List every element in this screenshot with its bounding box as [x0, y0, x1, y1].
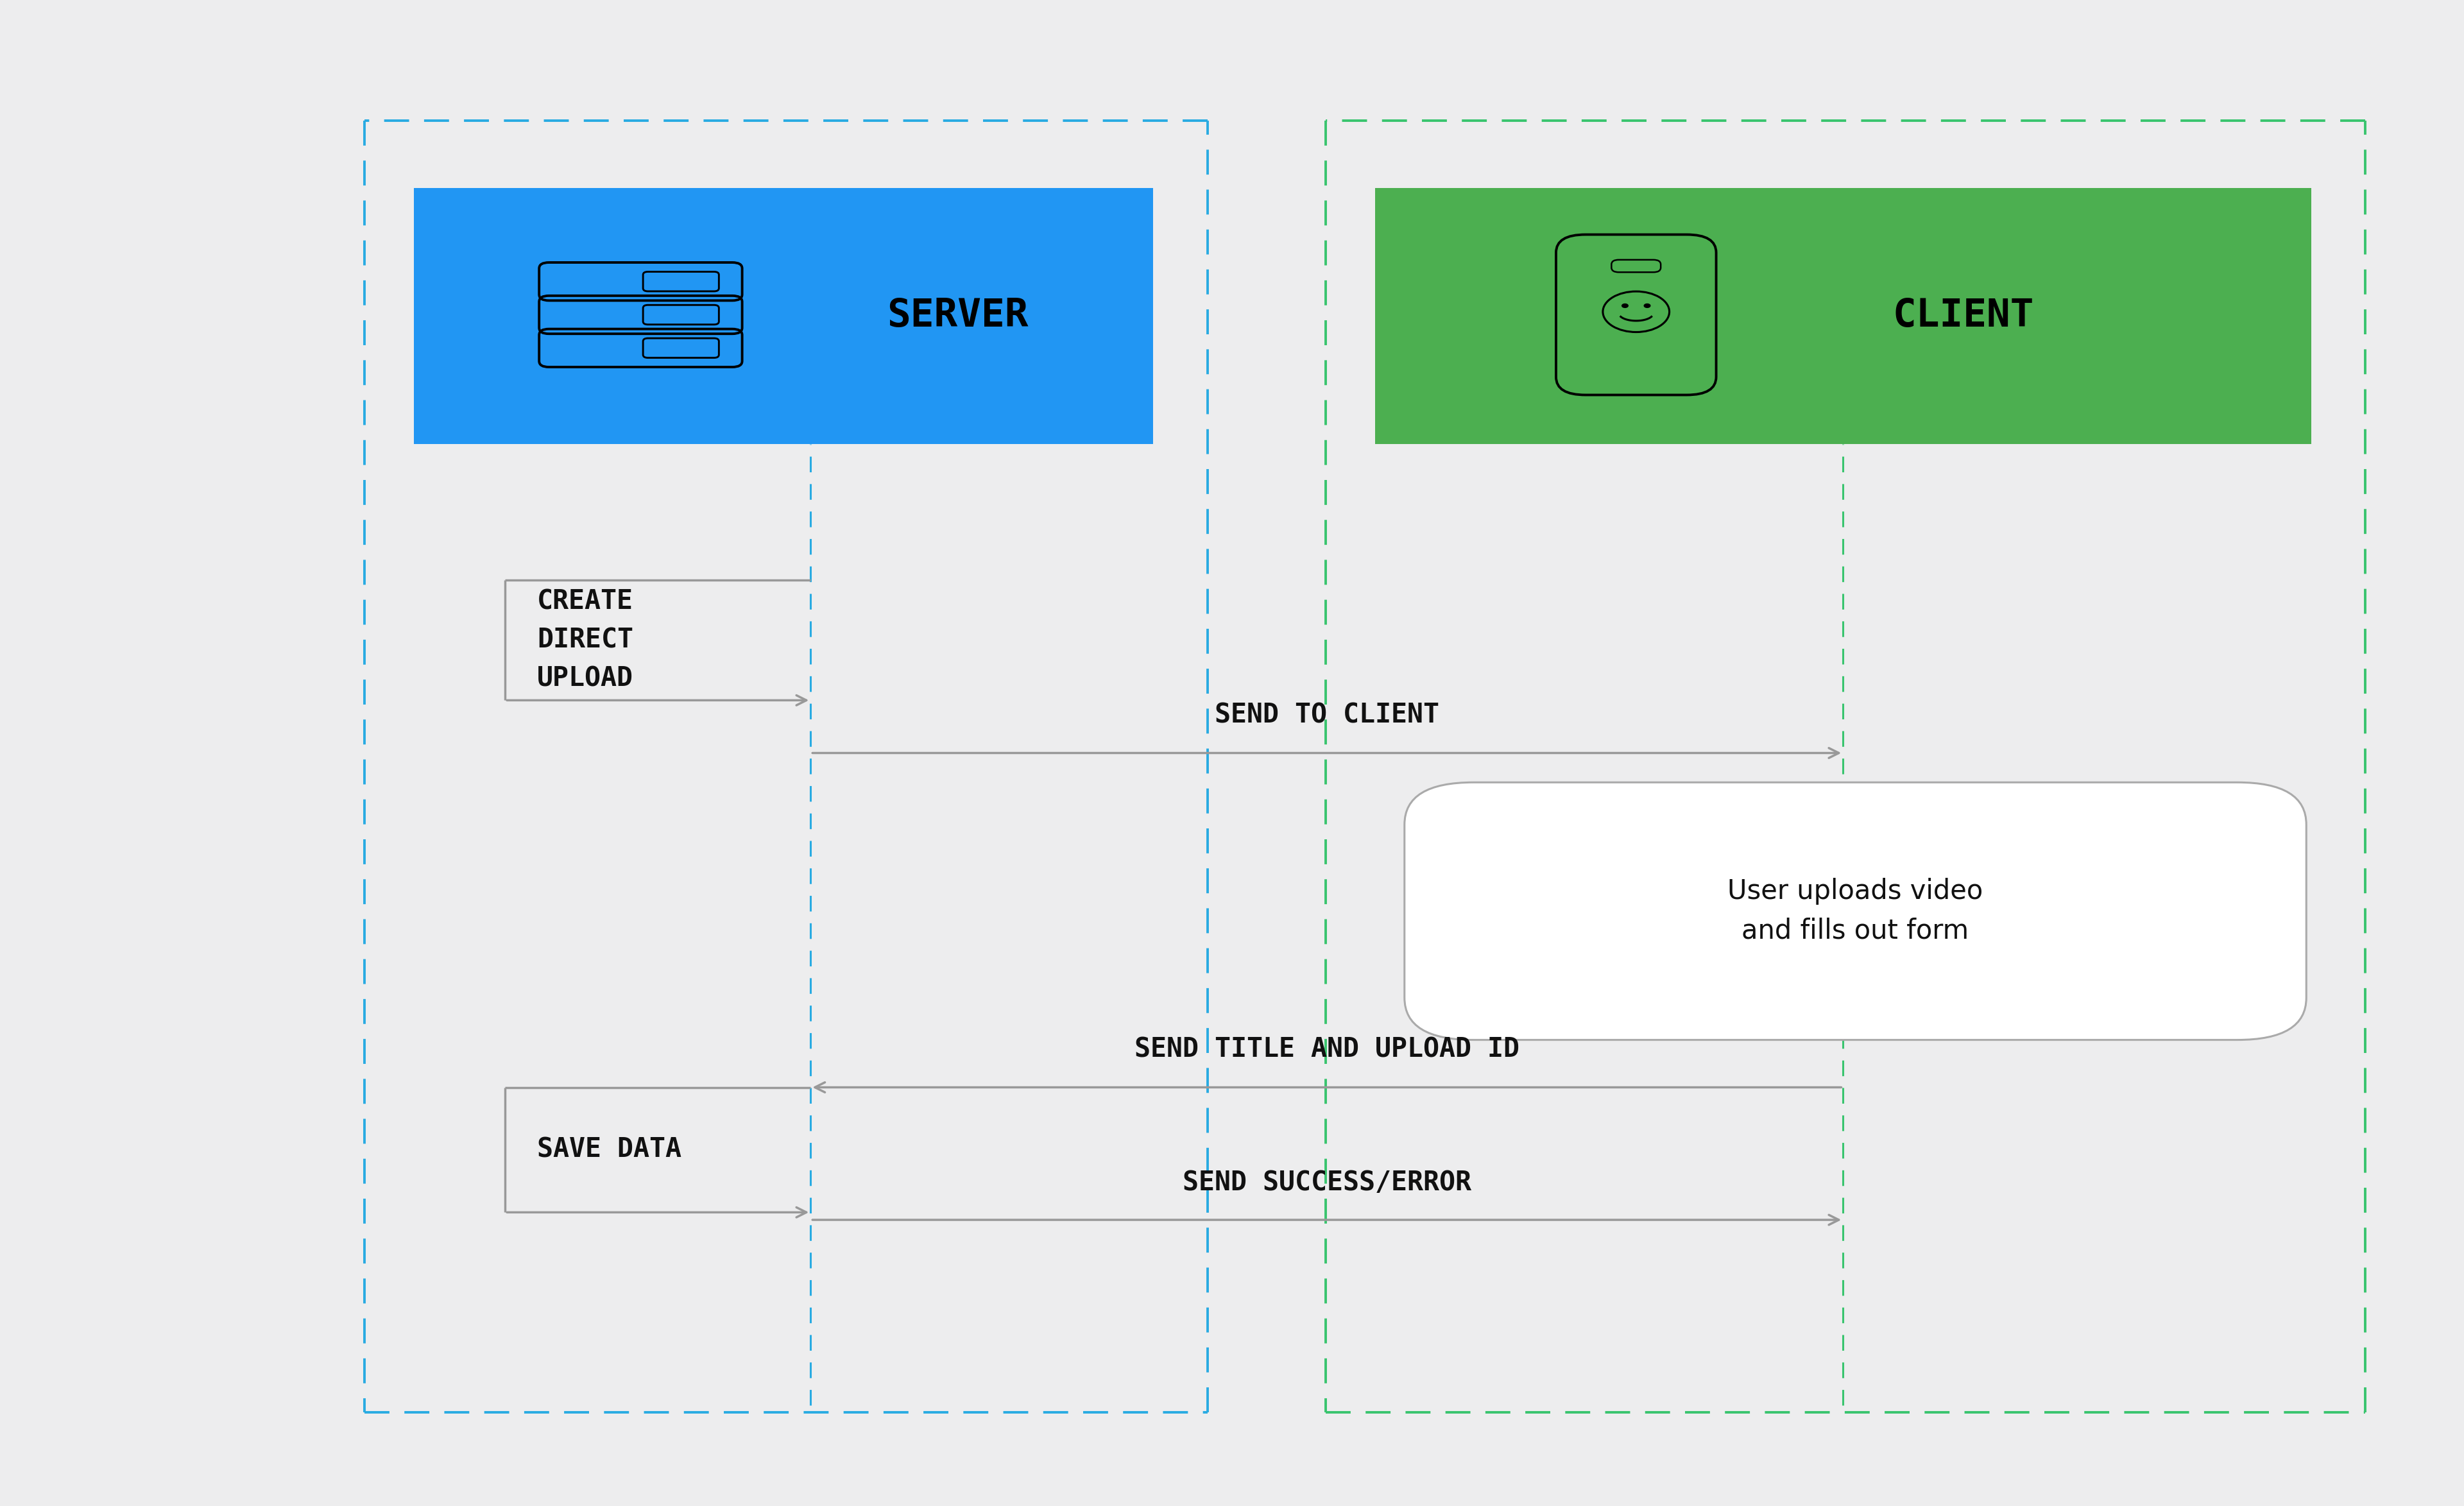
FancyBboxPatch shape [1375, 188, 2311, 444]
FancyBboxPatch shape [1404, 783, 2306, 1041]
Circle shape [1643, 304, 1651, 307]
Text: CLIENT: CLIENT [1892, 297, 2033, 336]
Text: User uploads video
and fills out form: User uploads video and fills out form [1727, 878, 1984, 944]
Circle shape [1621, 304, 1629, 307]
Text: SEND TITLE AND UPLOAD ID: SEND TITLE AND UPLOAD ID [1133, 1036, 1520, 1063]
Text: SEND SUCCESS/ERROR: SEND SUCCESS/ERROR [1183, 1169, 1471, 1196]
Text: SERVER: SERVER [887, 297, 1027, 336]
Text: CREATE
DIRECT
UPLOAD: CREATE DIRECT UPLOAD [537, 587, 633, 693]
FancyBboxPatch shape [414, 188, 1153, 444]
Text: SEND TO CLIENT: SEND TO CLIENT [1215, 702, 1439, 729]
Text: SAVE DATA: SAVE DATA [537, 1137, 683, 1163]
